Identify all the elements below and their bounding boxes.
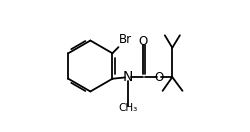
- Text: N: N: [123, 70, 134, 84]
- Text: O: O: [154, 71, 164, 84]
- Text: CH₃: CH₃: [119, 103, 138, 113]
- Text: O: O: [139, 35, 148, 48]
- Text: Br: Br: [119, 33, 132, 46]
